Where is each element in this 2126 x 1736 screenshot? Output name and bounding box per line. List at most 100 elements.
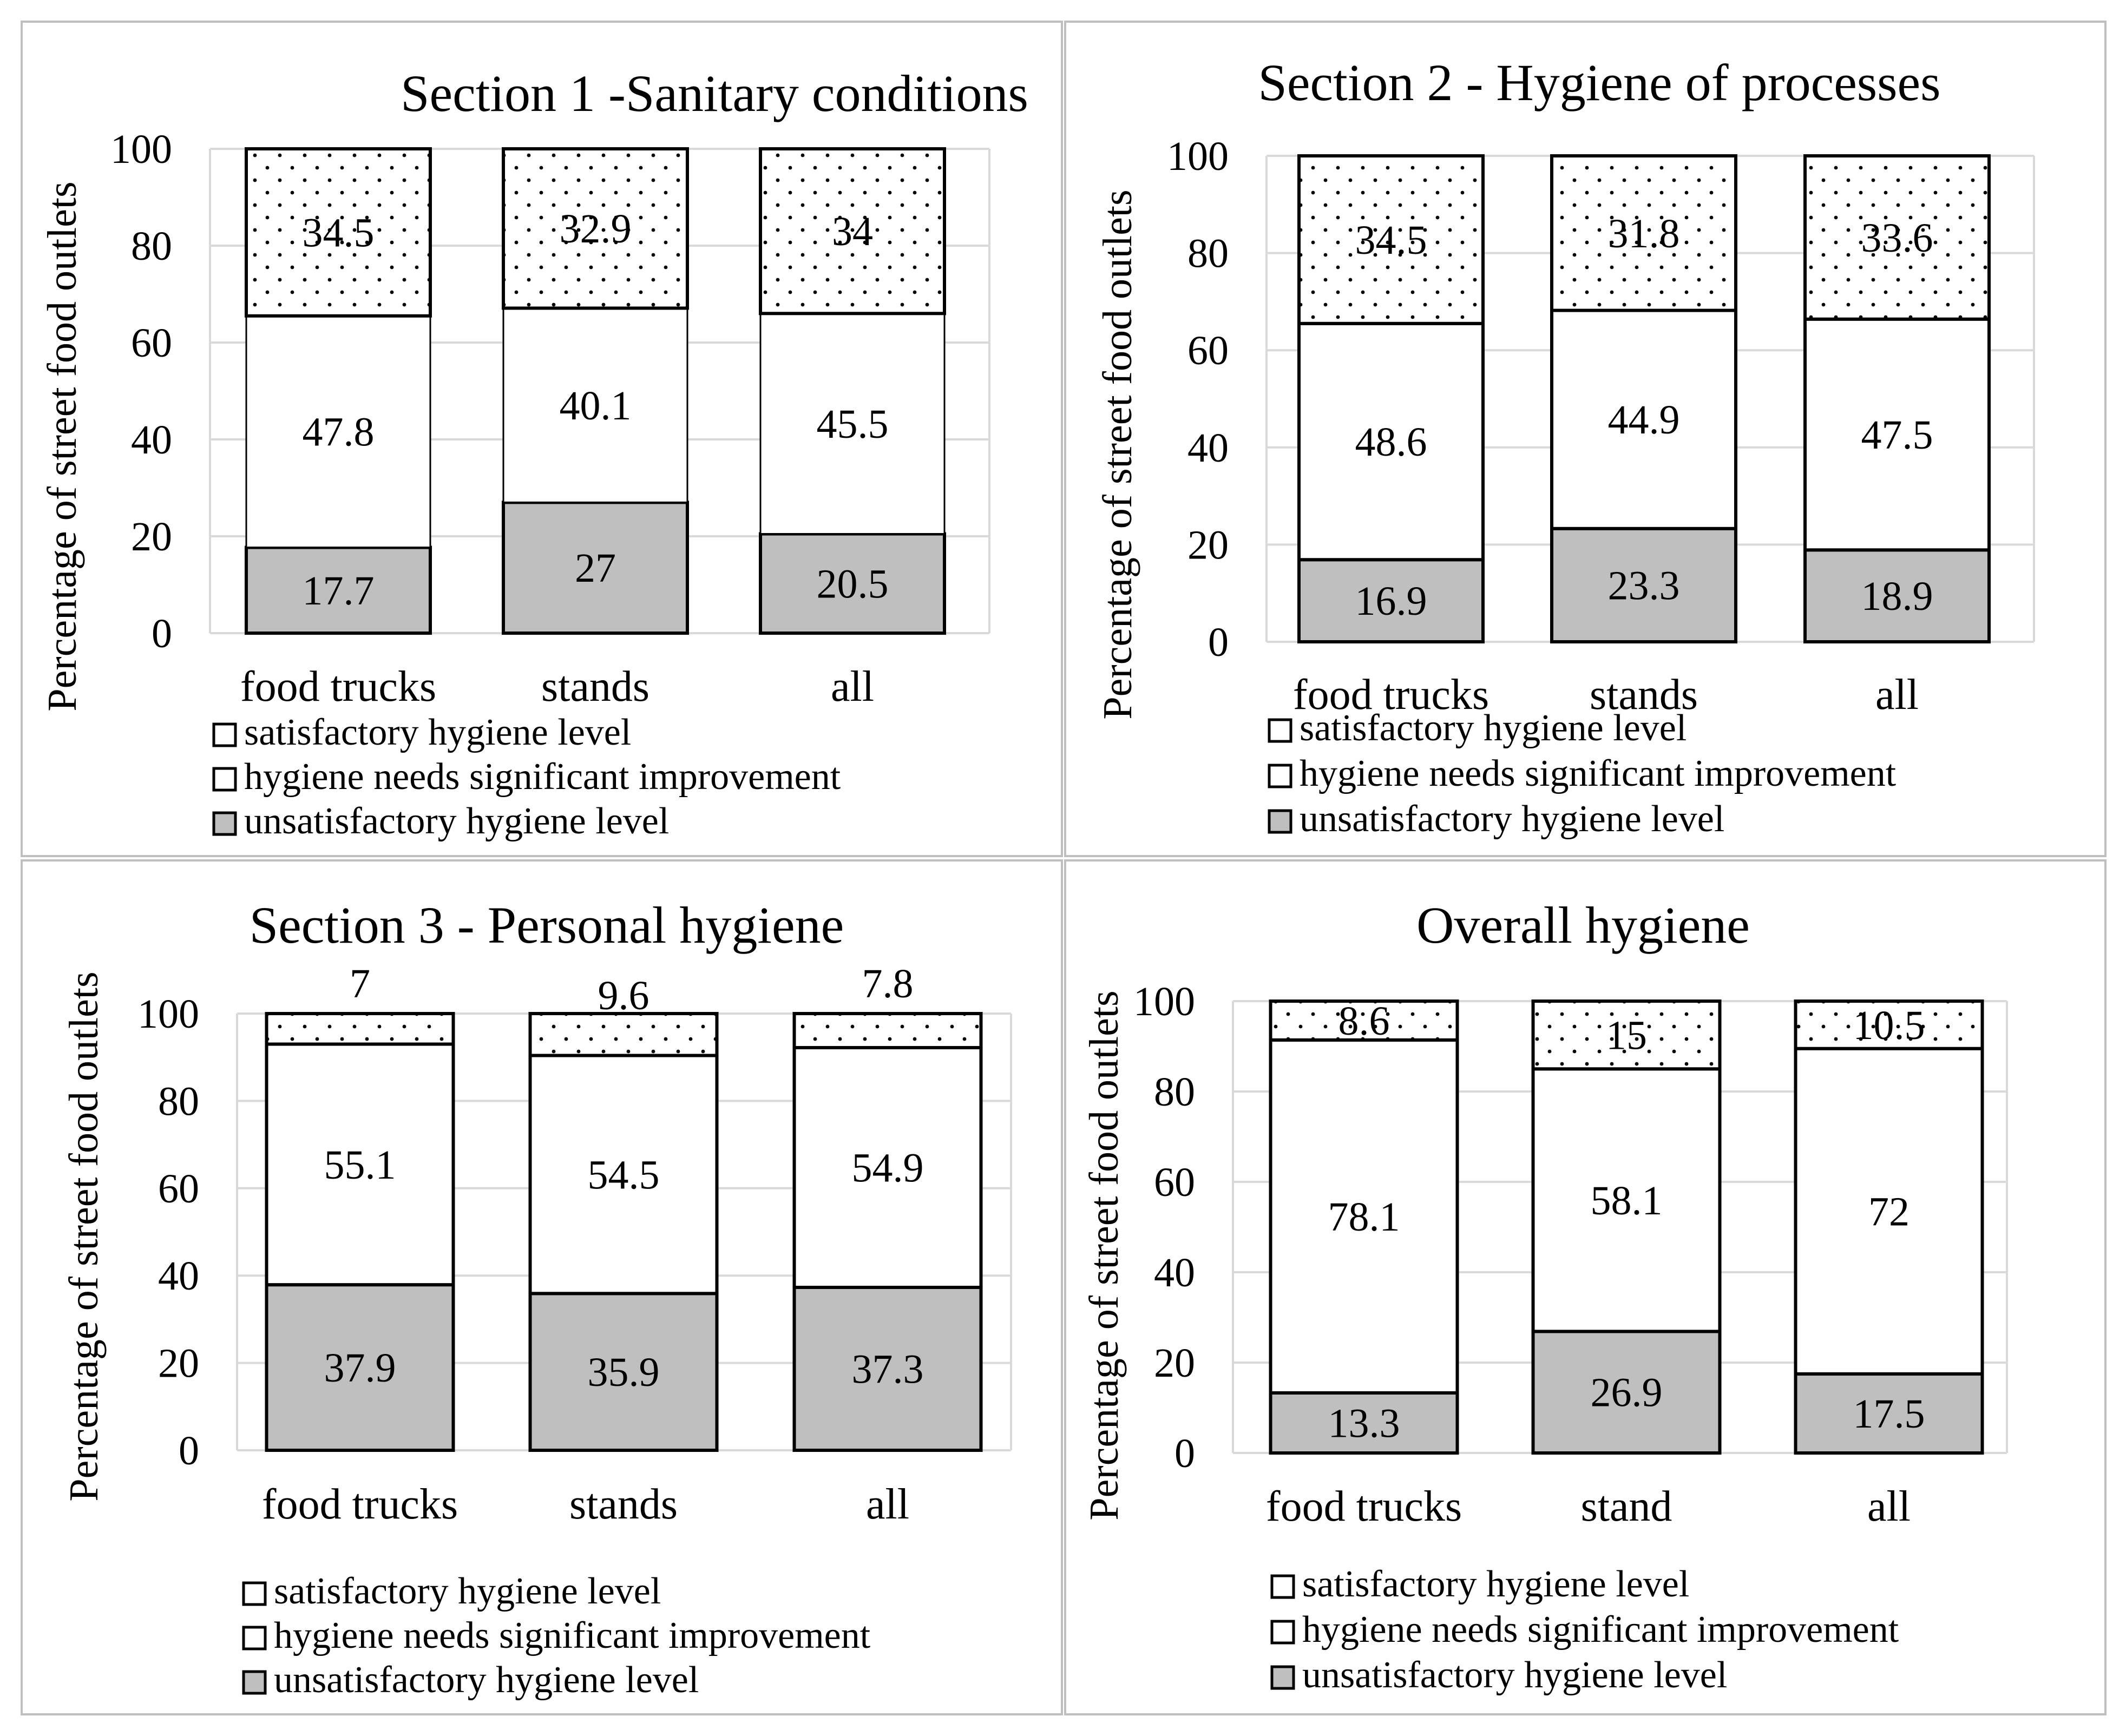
legend-label-improvement: hygiene needs significant improvement [1302,1609,1899,1650]
bar-satisfactory-2 [528,1012,719,1057]
data-label-improvement: 47.8 [303,410,375,455]
legend-label-unsatisfactory: unsatisfactory hygiene level [274,1659,699,1701]
chart-title: Section 1 -Sanitary conditions [401,64,1028,122]
y-tick-label: 60 [158,1166,199,1212]
y-tick-label: 0 [1208,620,1229,665]
legend-label-unsatisfactory: unsatisfactory hygiene level [1300,798,1724,840]
bar-satisfactory-3 [1803,154,1991,321]
chart-panel-2: 0 20 40 60 80 100 Section 2 - Hygiene of proce… [1064,21,2107,857]
y-axis-label: Percentage of street food outlets [1081,990,1127,1520]
legend-swatch-unsatisfactory [242,1670,267,1695]
legend-swatch-improvement [1270,1620,1295,1645]
data-label-improvement: 47.5 [1861,412,1933,458]
bar-satisfactory-1 [1269,999,1459,1042]
bar-unsatisfactory-2 [528,1292,719,1452]
bar-satisfactory-1 [265,1012,455,1046]
y-tick-label: 80 [1187,231,1229,277]
data-label-unsatisfactory: 20.5 [817,561,889,607]
data-label-satisfactory: 15 [1606,1013,1647,1058]
data-label-unsatisfactory: 13.3 [1328,1400,1400,1446]
y-tick-label: 100 [137,991,199,1037]
x-category-label: food trucks [1293,671,1489,719]
legend-label-improvement: hygiene needs significant improvement [244,756,841,798]
y-tick-label: 0 [152,611,172,656]
data-label-unsatisfactory: 18.9 [1861,574,1933,619]
x-category-label: stands [569,1481,678,1528]
y-tick-label: 20 [131,514,172,560]
data-label-unsatisfactory: 37.9 [324,1345,396,1391]
legend-label-satisfactory: satisfactory hygiene level [1300,707,1687,749]
chart-panel-3: 0 20 40 60 80 100 Section 3 - Personal hygiene… [21,859,1063,1715]
legend-swatch-improvement [212,767,237,792]
y-tick-label: 60 [131,320,172,366]
data-label-improvement: 54.5 [588,1152,660,1198]
x-category-label: food trucks [240,663,436,711]
data-label-improvement: 44.9 [1608,397,1680,443]
data-label-improvement: 45.5 [817,402,889,447]
bar-satisfactory-2 [1550,154,1737,312]
bar-improvement-3 [1794,1047,1984,1376]
y-tick-label: 0 [179,1428,199,1474]
data-label-improvement: 54.9 [852,1145,924,1191]
data-label-satisfactory: 34.5 [303,210,375,255]
legend-label-improvement: hygiene needs significant improvement [274,1615,871,1656]
legend-swatch-satisfactory [1268,718,1292,743]
bar-satisfactory-3 [792,1012,983,1049]
data-label-unsatisfactory: 17.5 [1853,1391,1925,1437]
legend-label-satisfactory: satisfactory hygiene level [1302,1563,1689,1605]
legend-swatch-satisfactory [212,722,237,747]
data-label-improvement: 40.1 [560,383,632,429]
x-category-label: stand [1581,1483,1672,1530]
data-label-unsatisfactory: 26.9 [1591,1370,1663,1416]
y-tick-label: 40 [131,417,172,463]
x-category-label: all [1875,671,1919,719]
bar-improvement-3 [1803,317,1991,552]
x-category-label: stands [1590,671,1698,719]
data-label-unsatisfactory: 27 [575,545,616,591]
x-category-label: all [1867,1483,1911,1530]
legend-swatch-unsatisfactory [1270,1665,1295,1690]
data-label-satisfactory: 32.9 [560,206,632,252]
panel-border [21,21,1063,857]
bar-satisfactory-1 [1297,154,1485,325]
bar-unsatisfactory-1 [245,545,432,635]
bar-satisfactory-3 [759,147,946,315]
x-category-label: food trucks [262,1481,458,1528]
panel-border [21,859,1063,1715]
legend-swatch-satisfactory [242,1581,267,1606]
y-axis-label: Percentage of street food outlets [40,181,85,711]
bar-improvement-1 [265,1042,455,1287]
bar-unsatisfactory-3 [759,532,946,635]
y-tick-label: 60 [1187,328,1229,373]
data-label-satisfactory: 9.6 [598,973,649,1018]
x-category-label: stands [541,663,649,711]
x-category-label: food trucks [1266,1483,1462,1530]
bar-unsatisfactory-2 [1550,527,1737,643]
y-tick-label: 0 [1174,1431,1195,1476]
y-tick-label: 80 [1154,1069,1195,1115]
bar-improvement-2 [528,1054,719,1296]
y-tick-label: 60 [1154,1160,1195,1205]
y-tick-label: 20 [1187,522,1229,568]
bar-unsatisfactory-1 [265,1283,455,1452]
bar-improvement-3 [792,1045,983,1289]
chart-title: Section 2 - Hygiene of processes [1258,54,1941,111]
data-label-satisfactory: 31.8 [1608,211,1680,257]
bar-unsatisfactory-2 [1531,1330,1722,1455]
bar-unsatisfactory-1 [1269,1391,1459,1455]
data-label-improvement: 58.1 [1591,1178,1663,1224]
legend-label-satisfactory: satisfactory hygiene level [244,712,631,753]
y-axis-label: Percentage of street food outlets [1095,189,1140,719]
y-tick-label: 100 [1133,979,1195,1024]
bar-improvement-2 [1550,308,1737,530]
legend-label-unsatisfactory: unsatisfactory hygiene level [1302,1654,1727,1696]
bar-improvement-1 [1297,321,1485,562]
data-label-improvement: 48.6 [1355,419,1427,465]
y-tick-label: 40 [1154,1250,1195,1296]
x-category-label: all [866,1481,909,1528]
bar-satisfactory-2 [502,147,689,310]
